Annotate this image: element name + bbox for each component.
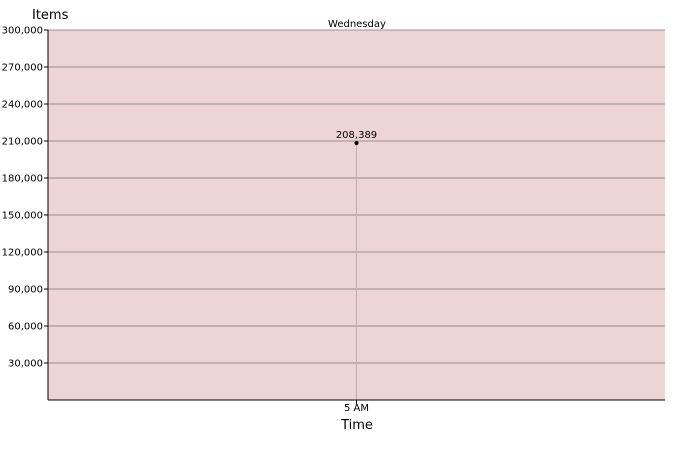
y-tick-label: 30,000 (8, 359, 43, 370)
x-axis-title: Time (340, 418, 373, 433)
y-axis-ticks: 30,000 60,000 90,000 120,000 150,000 180,000 2… (2, 26, 48, 370)
y-tick-label: 240,000 (2, 100, 43, 111)
y-tick-label: 60,000 (8, 322, 43, 333)
y-tick-label: 150,000 (2, 211, 43, 222)
y-tick-label: 270,000 (2, 63, 43, 74)
y-tick-label: 120,000 (2, 248, 43, 259)
y-tick-label: 210,000 (2, 137, 43, 148)
x-tick-label: 5 AM (344, 403, 369, 414)
data-point (354, 140, 359, 145)
x-axis-ticks: 5 AM (344, 400, 369, 414)
data-marks: 208,389 (336, 130, 377, 400)
data-label: 208,389 (336, 130, 377, 141)
y-tick-label: 300,000 (2, 26, 43, 37)
y-axis-title: Items (32, 8, 69, 23)
chart-subtitle: Wednesday (328, 19, 386, 30)
y-tick-label: 90,000 (8, 285, 43, 296)
y-tick-label: 180,000 (2, 174, 43, 185)
